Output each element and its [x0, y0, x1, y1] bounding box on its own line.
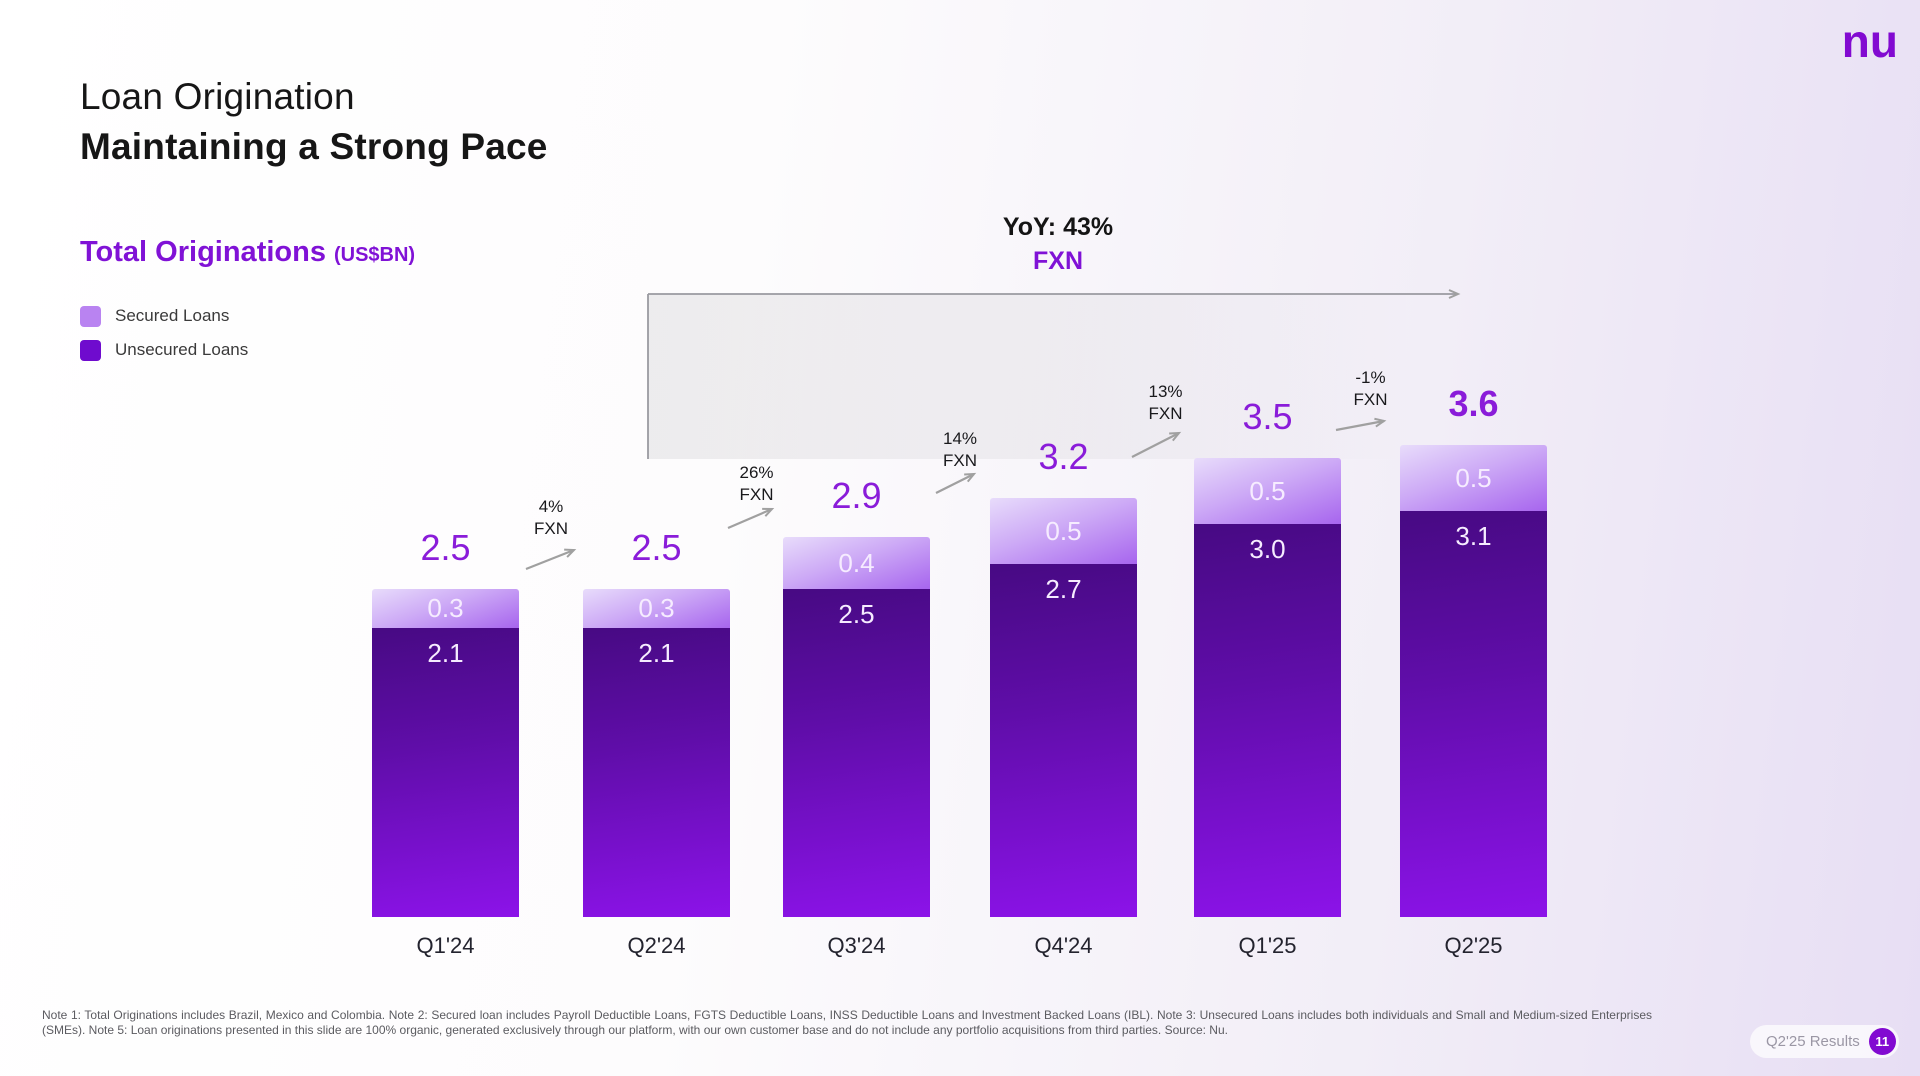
results-badge: Q2'25 Results 11	[1750, 1025, 1899, 1058]
yoy-value-label: YoY: 43%	[1002, 213, 1114, 241]
unsecured-segment: 2.5	[783, 589, 930, 917]
unsecured-value-label: 2.1	[638, 638, 675, 668]
unsecured-segment: 3.1	[1400, 511, 1547, 917]
slide-title: Loan Origination Maintaining a Strong Pa…	[80, 72, 548, 172]
bar-q2-24: 0.3 2.1	[583, 589, 730, 917]
legend-swatch-icon	[80, 339, 101, 361]
unsecured-segment: 2.1	[372, 628, 519, 917]
total-value-label: 3.5	[1242, 396, 1293, 437]
total-value-label: 2.9	[831, 475, 882, 516]
unsecured-value-label: 2.1	[427, 638, 464, 668]
unsecured-segment: 2.7	[990, 564, 1137, 917]
qoq-percent-label: -1%	[1355, 368, 1386, 387]
slide-title-line2: Maintaining a Strong Pace	[80, 126, 548, 167]
qoq-percent-label: 13%	[1148, 382, 1183, 401]
secured-value-label: 0.5	[1249, 475, 1286, 506]
legend-label: Unsecured Loans	[115, 340, 249, 359]
secured-value-label: 0.5	[1045, 515, 1082, 546]
qoq-change-annotation: -1% FXN	[1311, 367, 1431, 411]
chart-legend: Secured Loans Unsecured Loans	[80, 304, 248, 372]
qoq-fxn-label: FXN	[534, 519, 568, 538]
slide-title-line1: Loan Origination	[80, 76, 355, 117]
secured-segment: 0.3	[583, 589, 730, 628]
unsecured-segment: 3.0	[1194, 524, 1341, 917]
category-axis-label: Q3'24	[827, 933, 886, 958]
legend-item-unsecured-loans: Unsecured Loans	[80, 338, 248, 362]
secured-value-label: 0.3	[638, 593, 675, 623]
secured-value-label: 0.4	[838, 547, 875, 578]
qoq-fxn-label: FXN	[1353, 390, 1388, 409]
chart-section-title: Total Originations (US$BN)	[80, 236, 415, 269]
qoq-fxn-label: FXN	[739, 485, 774, 504]
qoq-change-annotation: 13% FXN	[1106, 381, 1226, 425]
legend-swatch-icon	[80, 305, 101, 327]
qoq-fxn-label: FXN	[943, 451, 977, 470]
secured-segment: 0.5	[990, 498, 1137, 564]
secured-segment: 0.4	[783, 537, 930, 589]
nubank-logo: nu	[1841, 15, 1898, 67]
total-value-label: 2.5	[631, 527, 682, 568]
qoq-change-annotation: 14% FXN	[900, 428, 1020, 472]
category-axis-label: Q1'24	[416, 933, 475, 958]
secured-segment: 0.5	[1400, 445, 1547, 511]
category-axis-label: Q2'24	[627, 933, 686, 958]
bar-q4-24: 0.5 2.7	[990, 498, 1137, 917]
bar-q1-25: 0.5 3.0	[1194, 458, 1341, 917]
unsecured-value-label: 2.5	[838, 599, 875, 629]
total-value-label: 3.2	[1038, 436, 1089, 477]
unsecured-value-label: 3.0	[1249, 534, 1286, 564]
legend-item-secured-loans: Secured Loans	[80, 304, 248, 328]
chart-title-text: Total Originations	[80, 236, 326, 268]
category-axis-label: Q1'25	[1238, 933, 1297, 958]
page-number-badge: 11	[1868, 1028, 1896, 1055]
qoq-percent-label: 4%	[538, 497, 564, 516]
qoq-percent-label: 14%	[942, 429, 978, 448]
unsecured-segment: 2.1	[583, 628, 730, 917]
secured-value-label: 0.3	[427, 593, 464, 623]
chart-unit-label: (US$BN)	[333, 244, 416, 266]
bar-q1-24: 0.3 2.1	[372, 589, 519, 917]
category-axis-label: Q2'25	[1444, 933, 1503, 958]
unsecured-value-label: 3.1	[1455, 521, 1492, 551]
qoq-percent-label: 26%	[739, 463, 774, 482]
qoq-change-annotation: 26% FXN	[697, 462, 817, 506]
total-value-label: 3.6	[1448, 383, 1499, 424]
yoy-fxn-label: FXN	[1033, 247, 1083, 275]
secured-segment: 0.5	[1194, 458, 1341, 524]
bar-q2-25: 0.5 3.1	[1400, 445, 1547, 917]
total-value-label: 2.5	[420, 527, 471, 568]
legend-label: Secured Loans	[115, 306, 230, 325]
secured-value-label: 0.5	[1455, 462, 1492, 493]
qoq-change-annotation: 4% FXN	[491, 496, 611, 540]
footnotes: Note 1: Total Originations includes Braz…	[42, 1008, 1652, 1037]
secured-segment: 0.3	[372, 589, 519, 628]
bar-q3-24: 0.4 2.5	[783, 537, 930, 917]
results-badge-label: Q2'25 Results	[1766, 1033, 1860, 1050]
category-axis-label: Q4'24	[1034, 933, 1093, 958]
qoq-fxn-label: FXN	[1148, 404, 1183, 423]
unsecured-value-label: 2.7	[1045, 574, 1082, 604]
yoy-annotation: YoY: 43% FXN	[968, 210, 1148, 278]
